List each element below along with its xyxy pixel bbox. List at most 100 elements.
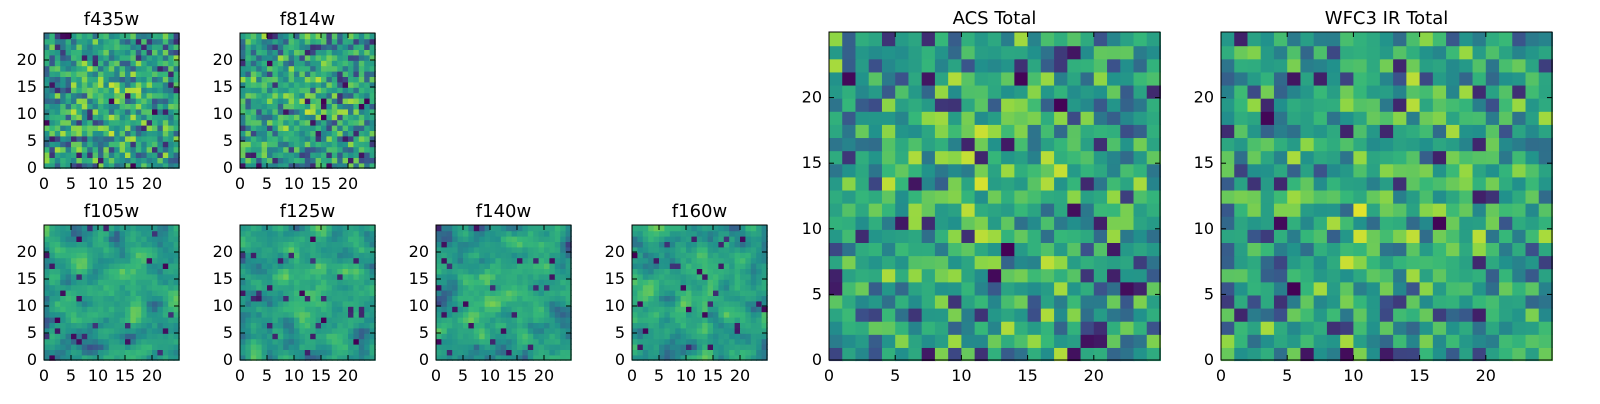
heatmap-cell [343, 152, 349, 158]
heatmap-cell [1512, 281, 1526, 295]
heatmap-cell [829, 308, 843, 322]
heatmap-cell [1081, 294, 1095, 308]
heatmap-cell [1367, 334, 1381, 348]
heatmap-cell [109, 119, 115, 125]
heatmap-cell [130, 247, 136, 253]
heatmap-cell [452, 301, 458, 307]
heatmap-cell [1234, 242, 1248, 256]
heatmap-cell [283, 82, 289, 88]
heatmap-cell [1340, 242, 1354, 256]
heatmap-cell [1041, 255, 1055, 269]
heatmap-cell [512, 344, 518, 350]
heatmap-cell [517, 279, 523, 285]
heatmap-cell [168, 225, 174, 231]
heatmap-cell [479, 349, 485, 355]
heatmap-cell [114, 311, 120, 317]
heatmap-cell [71, 252, 77, 258]
heatmap-cell [289, 311, 295, 317]
heatmap-cell [882, 229, 896, 243]
heatmap-cell [713, 290, 719, 296]
heatmap-cell [539, 333, 545, 339]
heatmap-cell [44, 49, 50, 55]
heatmap-cell [1014, 32, 1028, 46]
heatmap-cell [71, 344, 77, 350]
heatmap-cell [1380, 242, 1394, 256]
heatmap-cell [1147, 150, 1161, 164]
heatmap-cell [1486, 308, 1500, 322]
heatmap-cell [1014, 281, 1028, 295]
heatmap-cell [648, 257, 654, 263]
heatmap-cell [1459, 163, 1473, 177]
heatmap-cell [168, 44, 174, 50]
heatmap-cell [632, 349, 638, 355]
heatmap-cell [1147, 71, 1161, 85]
heatmap-cell [256, 306, 262, 312]
heatmap-cell [1107, 176, 1121, 190]
heatmap-cell [829, 124, 843, 138]
heatmap-cell [1041, 124, 1055, 138]
heatmap-cell [310, 241, 316, 247]
heatmap-cell [283, 44, 289, 50]
heatmap-cell [76, 268, 82, 274]
heatmap-cell [735, 263, 741, 269]
heatmap-cell [272, 38, 278, 44]
heatmap-cell [278, 55, 284, 61]
heatmap-cell [485, 344, 491, 350]
heatmap-cell [251, 230, 257, 236]
heatmap-cell [1287, 281, 1301, 295]
heatmap-cell [495, 268, 501, 274]
heatmap-cell [670, 241, 676, 247]
heatmap-cell [289, 92, 295, 98]
y-tick-label: 5 [419, 323, 429, 342]
heatmap-cell [975, 71, 989, 85]
heatmap-cell [130, 114, 136, 120]
heatmap-cell [267, 290, 273, 296]
heatmap-cell [1473, 321, 1487, 335]
heatmap-cell [522, 301, 528, 307]
heatmap-cell [908, 242, 922, 256]
heatmap-cell [49, 55, 55, 61]
heatmap-cell [163, 344, 169, 350]
heatmap-cell [1054, 334, 1068, 348]
heatmap-cell [49, 157, 55, 163]
heatmap-cell [321, 109, 327, 115]
heatmap-cell [130, 349, 136, 355]
heatmap-cell [245, 268, 251, 274]
heatmap-cell [632, 284, 638, 290]
heatmap-cell [908, 58, 922, 72]
heatmap-cell [882, 98, 896, 112]
heatmap-cell [1234, 150, 1248, 164]
heatmap-cell [555, 322, 561, 328]
heatmap-cell [1094, 84, 1108, 98]
heatmap-cell [517, 301, 523, 307]
heatmap-cell [855, 281, 869, 295]
heatmap-cell [76, 152, 82, 158]
heatmap-cell [326, 49, 332, 55]
heatmap-cell [125, 114, 131, 120]
heatmap-cell [326, 257, 332, 263]
heatmap-cell [664, 236, 670, 242]
heatmap-cell [109, 38, 115, 44]
x-tick-label: 10 [88, 174, 108, 193]
heatmap-cell [44, 279, 50, 285]
heatmap-cell [975, 111, 989, 125]
heatmap-cell [975, 150, 989, 164]
heatmap-cell [1367, 163, 1381, 177]
heatmap-cell [708, 338, 714, 344]
heatmap-cell [501, 295, 507, 301]
heatmap-cell [745, 349, 751, 355]
heatmap-cell [87, 268, 93, 274]
heatmap-cell [468, 301, 474, 307]
heatmap-cell [1134, 58, 1148, 72]
heatmap-cell [948, 294, 962, 308]
heatmap-cell [708, 263, 714, 269]
heatmap-cell [364, 82, 370, 88]
heatmap-cell [299, 225, 305, 231]
heatmap-cell [1446, 334, 1460, 348]
heatmap-cell [463, 247, 469, 253]
heatmap-cell [168, 274, 174, 280]
heatmap-cell [44, 241, 50, 247]
heatmap-cell [1094, 163, 1108, 177]
heatmap-cell [251, 306, 257, 312]
heatmap-cell [512, 311, 518, 317]
